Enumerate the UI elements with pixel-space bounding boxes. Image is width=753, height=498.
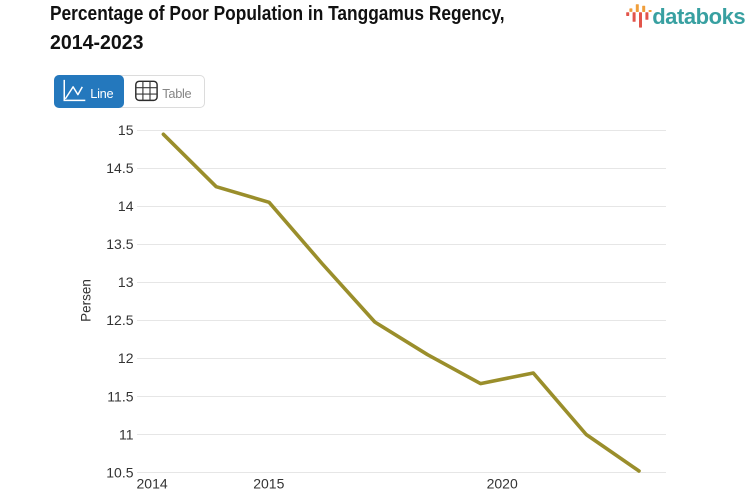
svg-text:11: 11 [119, 426, 134, 442]
svg-text:14: 14 [118, 198, 134, 214]
svg-text:13: 13 [118, 274, 134, 290]
svg-text:15: 15 [118, 122, 134, 138]
svg-text:12.5: 12.5 [106, 312, 133, 328]
svg-text:12: 12 [118, 350, 134, 366]
svg-text:10.5: 10.5 [106, 464, 133, 480]
svg-text:2014: 2014 [137, 475, 168, 491]
svg-text:14.5: 14.5 [106, 160, 133, 176]
svg-text:2020: 2020 [487, 475, 518, 491]
svg-text:2015: 2015 [253, 475, 284, 491]
svg-text:Persen: Persen [79, 279, 94, 322]
svg-text:13.5: 13.5 [106, 236, 133, 252]
svg-text:11.5: 11.5 [107, 388, 133, 404]
